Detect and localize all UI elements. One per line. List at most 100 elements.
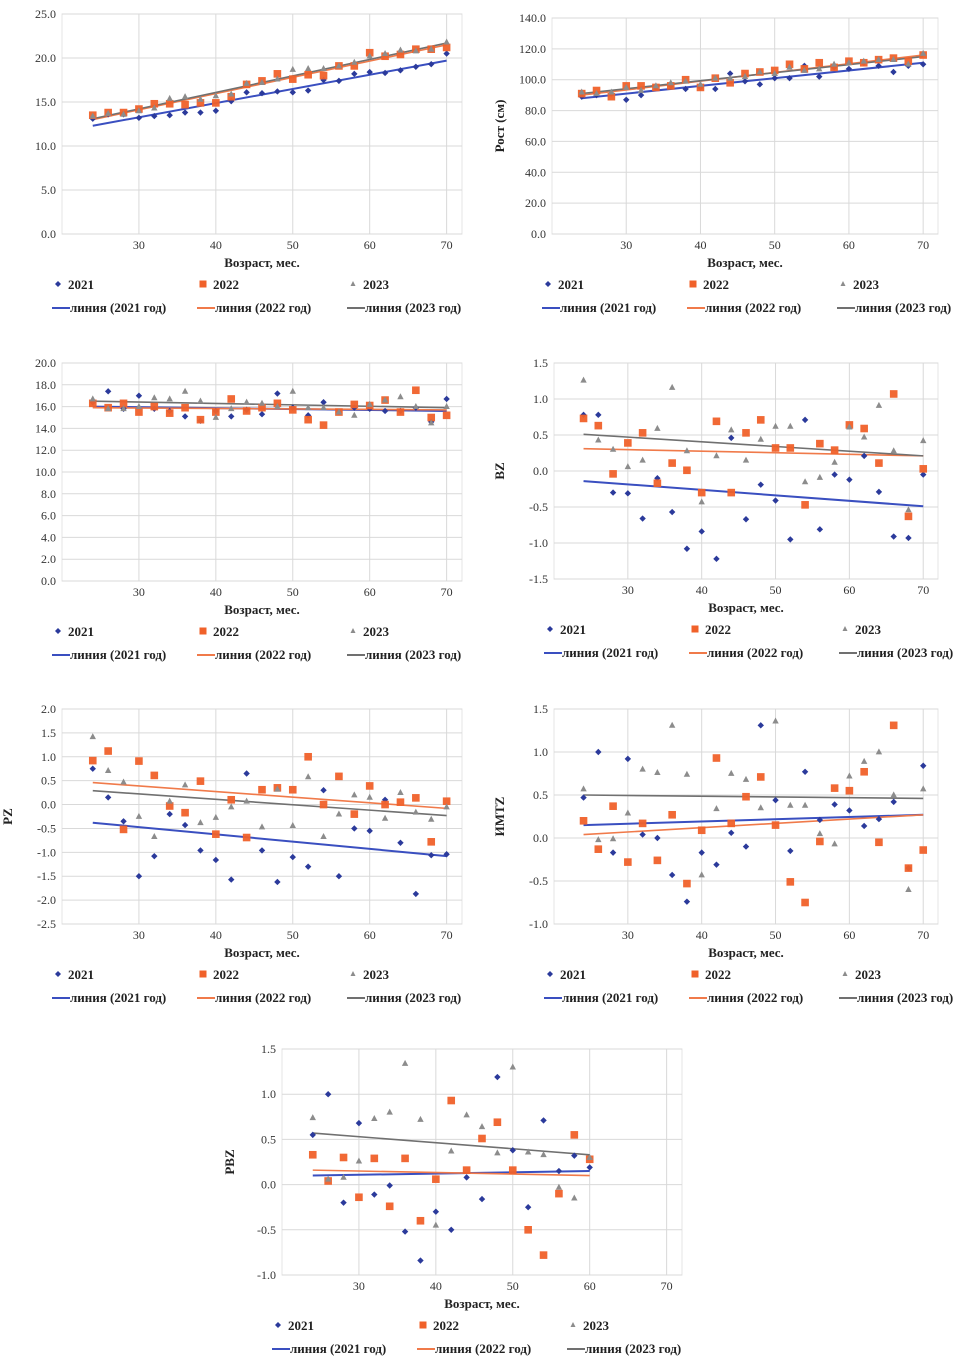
- point-2021: [243, 770, 250, 777]
- point-2021: [728, 434, 735, 442]
- point-2023: [772, 422, 779, 429]
- y-tick-label: -0.5: [529, 874, 548, 888]
- legend-marker-2021: [55, 628, 61, 634]
- x-tick-label: 40: [210, 928, 222, 942]
- y-tick-label: -0.5: [529, 500, 548, 514]
- legend-trend-label-2022: линия (2022 год): [215, 990, 311, 1005]
- legend-trend-label-2023: линия (2023 год): [855, 300, 951, 315]
- x-tick-label: 70: [917, 928, 929, 942]
- point-2022: [845, 786, 854, 795]
- point-2023: [609, 445, 617, 452]
- point-2021: [289, 853, 296, 861]
- point-2021: [846, 476, 853, 483]
- y-tick-label: 20.0: [525, 196, 546, 210]
- point-2023: [667, 79, 674, 86]
- legend-marker-2022: [689, 280, 697, 288]
- point-2021: [151, 112, 158, 120]
- y-tick-label: 1.5: [41, 726, 56, 740]
- trendline-2021: [583, 480, 924, 508]
- point-2022: [412, 794, 420, 802]
- point-2023: [104, 767, 112, 774]
- x-axis-label: Возраст, мес.: [707, 255, 783, 270]
- point-2022: [756, 416, 765, 424]
- y-tick-label: 120.0: [519, 42, 546, 56]
- x-tick-label: 50: [507, 1279, 519, 1293]
- point-2022: [830, 63, 838, 72]
- point-2023: [274, 403, 281, 409]
- point-2022: [181, 100, 189, 109]
- chart-pz: -2.5 -2.0 -1.5 -1.0 -0.5 0.0 0.5 1.0 1.5 2.0 30 40 5…: [0, 695, 480, 1015]
- point-2023: [609, 835, 617, 842]
- chart-svg: -1.5 -1.0 -0.5 0.0 0.5 1.0 1.5 30 40 50 60 70 Возрас…: [492, 356, 953, 660]
- y-tick-label: 14.0: [35, 421, 56, 435]
- point-2021: [181, 413, 189, 420]
- x-tick-label: 60: [584, 1279, 596, 1293]
- point-2021: [335, 873, 343, 880]
- point-2023: [860, 757, 868, 764]
- legend-marker-2023: [570, 1322, 576, 1327]
- point-2023: [304, 773, 312, 780]
- y-tick-label: 20.0: [35, 51, 56, 65]
- point-2023: [654, 769, 661, 776]
- x-tick-label: 40: [696, 928, 708, 942]
- point-2022: [624, 858, 632, 866]
- point-2023: [335, 810, 343, 817]
- point-2021: [801, 416, 809, 424]
- point-2022: [304, 70, 312, 79]
- y-tick-label: 60.0: [525, 134, 546, 148]
- point-2023: [668, 721, 676, 728]
- y-tick-label: 15.0: [35, 95, 56, 109]
- point-2023: [351, 791, 358, 798]
- x-tick-label: 50: [770, 928, 782, 942]
- legend-marker-2023: [350, 628, 356, 633]
- point-2023: [181, 93, 189, 100]
- point-2021: [428, 852, 435, 859]
- point-2021: [787, 536, 794, 543]
- point-2022: [258, 785, 266, 794]
- legend-label-2023: 2023: [855, 967, 882, 982]
- trendline-2023: [583, 794, 924, 800]
- point-2021: [816, 526, 824, 533]
- point-2022: [150, 402, 159, 411]
- y-tick-label: 140.0: [519, 11, 546, 25]
- legend-trend-label-2022: линия (2022 год): [707, 990, 803, 1005]
- y-tick-label: 0.5: [533, 788, 548, 802]
- y-tick-label: -1.0: [257, 1268, 276, 1282]
- y-axis-label: ИМТZ: [492, 796, 507, 836]
- point-2023: [831, 458, 838, 465]
- point-2021: [698, 849, 705, 856]
- x-axis-label: Возраст, мес.: [708, 600, 784, 615]
- point-2023: [151, 104, 158, 111]
- point-2021: [624, 490, 632, 497]
- point-2021: [595, 748, 602, 756]
- point-2022: [742, 429, 750, 437]
- plot-area: [281, 1048, 683, 1276]
- point-2023: [875, 401, 883, 408]
- point-2023: [712, 74, 719, 81]
- point-2022: [771, 821, 780, 829]
- point-2021: [742, 516, 750, 523]
- point-2021: [324, 1091, 332, 1098]
- legend-marker-2021: [547, 971, 553, 977]
- point-2022: [756, 773, 765, 781]
- point-2021: [463, 1174, 470, 1181]
- point-2023: [397, 789, 404, 796]
- point-2022: [242, 833, 251, 842]
- chart-svg: -1.0 -0.5 0.0 0.5 1.0 1.5 30 40 50 60 70 Возраст, м…: [492, 702, 953, 1005]
- point-2023: [595, 836, 602, 843]
- point-2022: [816, 837, 824, 846]
- legend-marker-2023: [842, 971, 848, 976]
- point-2023: [212, 92, 220, 99]
- point-2023: [428, 815, 435, 822]
- point-2021: [309, 1131, 316, 1139]
- legend-marker-2022: [199, 970, 207, 978]
- x-tick-label: 50: [287, 928, 299, 942]
- point-2021: [397, 67, 404, 74]
- legend-label-2021: 2021: [68, 277, 94, 292]
- point-2023: [555, 1183, 563, 1190]
- trendline-2021: [92, 59, 447, 127]
- point-2022: [165, 99, 174, 108]
- point-2023: [816, 65, 823, 72]
- point-2021: [340, 1199, 347, 1206]
- point-2023: [757, 804, 764, 811]
